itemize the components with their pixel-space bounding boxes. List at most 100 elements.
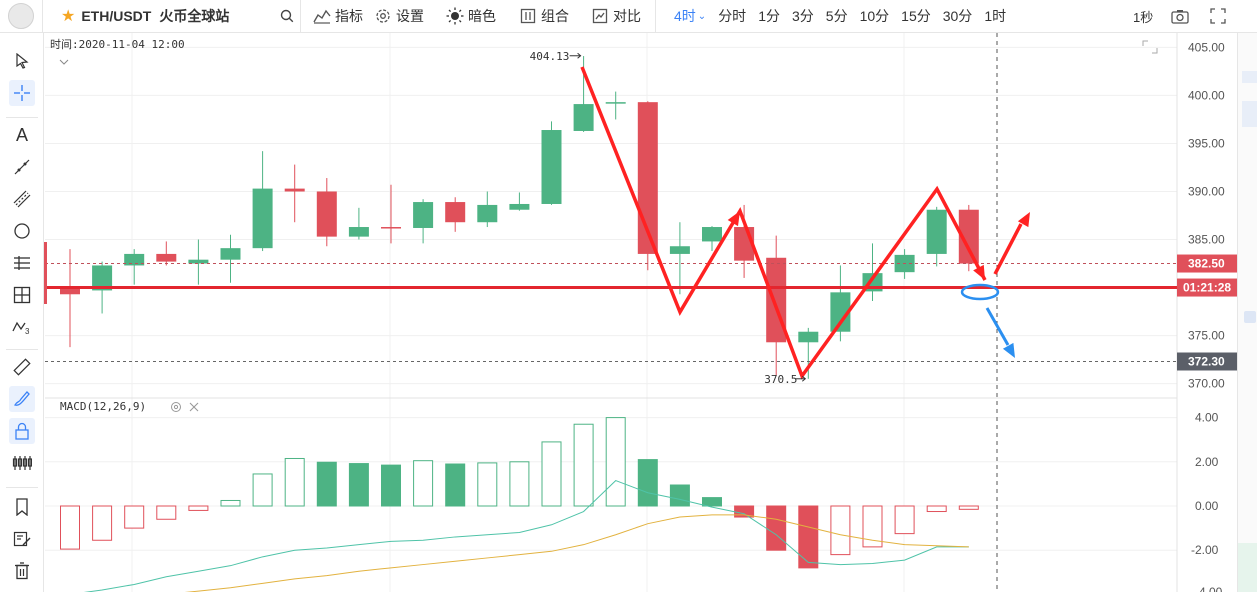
timeframe-timeshare[interactable]: 分时 [718,8,747,24]
low-price-annotation: 370.5 [764,373,797,386]
exchange-label: 火币全球站 [159,8,230,24]
screenshot-button[interactable] [1170,0,1190,33]
panel-button[interactable] [1242,71,1257,83]
crosshair-icon [14,85,30,101]
cursor-tool[interactable] [9,48,35,74]
macd-histogram-bar [220,499,241,507]
candle-body [477,204,498,223]
candle-body [348,227,369,237]
settings-button[interactable]: 设置 [374,0,446,33]
crosshair-tool[interactable] [9,80,35,106]
price-tick-label: 390.00 [1188,184,1225,198]
lock-tool[interactable] [9,418,35,444]
maximize-pane-icon[interactable] [1142,40,1158,54]
ruler-tool[interactable] [9,354,35,380]
candle-body [605,102,626,104]
combo-button[interactable]: 组合 [519,0,591,33]
zigzag-arrowhead [727,211,740,227]
candle-body [926,209,947,254]
layout-icon [519,7,537,25]
candles-tool[interactable] [9,450,35,476]
collapse-chevron-icon[interactable] [59,59,69,65]
timeframe-group: 4时 ⌄ 分时 1分 3分 5分 10分 15分 30分 1时 [656,0,1012,33]
candle-body [284,188,305,192]
hover-price-badge [1177,254,1237,273]
price-tick-label: 375.00 [1188,329,1225,343]
user-drawings[interactable] [580,66,1030,380]
svg-text:3: 3 [25,327,30,335]
timeframe-30m[interactable]: 30分 [942,8,973,24]
candle-body [669,246,690,254]
text-tool-icon[interactable]: A [15,124,28,145]
theme-button[interactable]: 暗色 [446,0,519,33]
star-icon[interactable]: ★ [61,8,76,25]
symbol-selector[interactable]: ★ ETH/USDT 火币全球站 [43,0,273,33]
interval-label[interactable]: 1秒 [1133,9,1154,25]
horizontal-lines-tool[interactable] [9,250,35,276]
timeframe-5m[interactable]: 5分 [825,8,848,24]
panel-scroll-handle[interactable] [1244,311,1256,323]
candle-body [124,253,145,266]
panel-button[interactable] [1242,101,1257,127]
macd-histogram-bar [284,457,305,507]
macd-close-icon[interactable] [189,402,199,412]
macd-histogram-bar [958,505,979,510]
zigzag-arrowhead [973,264,985,280]
wave-tool[interactable]: 3 [9,314,35,340]
zigzag-annotation [580,66,987,380]
trend-line-tool[interactable] [9,154,35,180]
timeframe-15m[interactable]: 15分 [901,8,931,24]
candle-body [541,130,562,204]
candle-body [60,287,80,295]
macd-histogram-bar [509,461,530,507]
bookmark-tool[interactable] [9,494,35,520]
macd-histogram-bar [766,505,787,551]
ellipse-tool[interactable] [9,218,35,244]
chevron-down-icon[interactable]: ⌄ [697,10,707,22]
indicator-label: 指标 [335,8,363,24]
macd-settings-icon[interactable] [171,402,181,412]
macd-histogram-bar [541,441,562,507]
macd-tick-label: 0.00 [1195,499,1219,513]
trash-tool[interactable] [9,558,35,584]
channel-tool[interactable] [9,186,35,212]
brush-tool[interactable] [9,386,35,412]
compare-icon [591,7,609,25]
fullscreen-button[interactable] [1209,0,1227,33]
candle-body [509,203,530,210]
macd-tick-label: -4.00 [1195,585,1223,592]
search-button[interactable] [273,0,300,33]
timeframe-3m[interactable]: 3分 [791,8,814,24]
top-toolbar: ★ ETH/USDT 火币全球站 指标 设置 暗色 组合 对比 [0,0,1257,33]
macd-histogram-bar [445,463,466,507]
macd-histogram-bar [637,459,658,507]
edit-tool[interactable] [9,526,35,552]
timeframe-1m[interactable]: 1分 [758,8,780,24]
indicator-button[interactable]: 指标 [301,0,374,33]
hover-price-label: 382.50 [1188,257,1225,271]
high-price-annotation: 404.13 [530,50,570,63]
macd-histogram-bar [348,463,369,507]
macd-histogram-bar [316,461,337,507]
price-axis: 405.00 400.00 395.00 390.00 385.00 375.00 370.… [1188,40,1225,390]
timeframe-1h[interactable]: 1时 [984,8,1007,24]
settings-label: 设置 [396,8,424,24]
symbol-label: ETH/USDT [81,8,152,24]
up-arrowhead [1017,212,1030,228]
price-tick-label: 400.00 [1188,88,1225,102]
macd-histogram-bar [862,505,883,548]
compare-button[interactable]: 对比 [591,0,655,33]
price-tick-label: 395.00 [1188,136,1225,150]
logo[interactable] [0,0,42,33]
high-annotation-arrowhead [577,52,582,59]
price-tick-label: 405.00 [1188,40,1225,54]
candle-body [413,202,434,228]
price-tick-label: 385.00 [1188,233,1225,247]
timeframe-4h[interactable]: 4时 [674,8,696,24]
lock-icon [15,422,29,440]
grid-tool[interactable] [9,282,35,308]
timeframe-10m[interactable]: 10分 [859,8,890,24]
macd-axis: 4.00 2.00 0.00 -2.00 -4.00 [1191,411,1223,592]
price-tick-label: 370.00 [1188,377,1225,391]
